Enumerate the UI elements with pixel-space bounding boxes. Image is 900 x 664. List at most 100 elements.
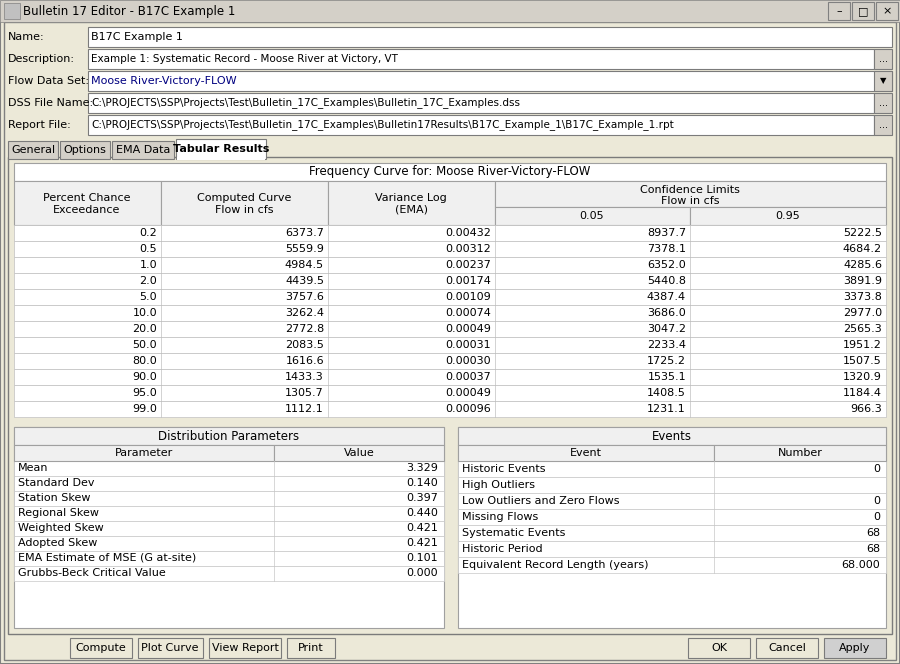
Text: –: – (836, 6, 842, 16)
Text: 1951.2: 1951.2 (843, 340, 882, 350)
Text: 4285.6: 4285.6 (843, 260, 882, 270)
Bar (138, 638, 203, 658)
Text: 0.5: 0.5 (140, 244, 157, 254)
Bar (458, 493, 886, 509)
Text: Plot Curve: Plot Curve (141, 643, 199, 653)
Bar (874, 49, 892, 69)
Text: ...: ... (878, 98, 887, 108)
Bar (14, 551, 444, 566)
Text: Equivalent Record Length (years): Equivalent Record Length (years) (462, 560, 649, 570)
Text: 1112.1: 1112.1 (285, 404, 324, 414)
Text: 1433.3: 1433.3 (285, 372, 324, 382)
Bar (14, 536, 444, 551)
Text: Historic Events: Historic Events (462, 464, 545, 474)
Bar (161, 181, 328, 225)
Text: Grubbs-Beck Critical Value: Grubbs-Beck Critical Value (18, 568, 166, 578)
Bar (14, 225, 886, 241)
Bar (14, 476, 444, 491)
Text: 3262.4: 3262.4 (285, 308, 324, 318)
Text: 1408.5: 1408.5 (647, 388, 686, 398)
Bar (14, 289, 886, 305)
Text: Parameter: Parameter (115, 448, 173, 458)
Text: □: □ (858, 6, 868, 16)
Text: ▼: ▼ (880, 76, 886, 86)
Bar (876, 2, 898, 20)
Text: Systematic Events: Systematic Events (462, 528, 565, 538)
Text: Events: Events (652, 430, 692, 442)
Text: 2565.3: 2565.3 (843, 324, 882, 334)
Bar (274, 445, 444, 461)
Text: Low Outliers and Zero Flows: Low Outliers and Zero Flows (462, 496, 619, 506)
Text: 68.000: 68.000 (842, 560, 880, 570)
Text: 1231.1: 1231.1 (647, 404, 686, 414)
Bar (14, 321, 886, 337)
Bar (874, 93, 892, 113)
Text: View Report: View Report (212, 643, 278, 653)
Text: Bulletin 17 Editor - B17C Example 1: Bulletin 17 Editor - B17C Example 1 (23, 5, 236, 17)
Bar (88, 71, 892, 91)
Text: 6352.0: 6352.0 (647, 260, 686, 270)
Text: 0.00109: 0.00109 (446, 292, 491, 302)
Bar (458, 461, 886, 477)
Text: 0.00237: 0.00237 (446, 260, 491, 270)
Text: Number: Number (778, 448, 823, 458)
Text: Flow Data Set:: Flow Data Set: (8, 76, 89, 86)
Text: Options: Options (64, 145, 106, 155)
Bar (14, 241, 886, 257)
Text: 4984.5: 4984.5 (285, 260, 324, 270)
Text: Moose River-Victory-FLOW: Moose River-Victory-FLOW (91, 76, 237, 86)
Text: 2977.0: 2977.0 (843, 308, 882, 318)
Text: 0: 0 (873, 464, 880, 474)
Bar (88, 27, 892, 47)
Bar (209, 638, 281, 658)
Bar (8, 157, 892, 634)
Bar (4, 3, 20, 19)
Text: 95.0: 95.0 (132, 388, 157, 398)
Text: 3047.2: 3047.2 (647, 324, 686, 334)
Text: Name:: Name: (8, 32, 45, 42)
Text: 0.05: 0.05 (580, 211, 604, 221)
Text: Description:: Description: (8, 54, 75, 64)
Text: 0.00049: 0.00049 (446, 388, 491, 398)
Bar (458, 525, 886, 541)
Text: ×: × (882, 6, 892, 16)
Bar (824, 638, 886, 658)
Text: 50.0: 50.0 (132, 340, 157, 350)
Text: 1616.6: 1616.6 (285, 356, 324, 366)
Text: 2233.4: 2233.4 (647, 340, 686, 350)
Bar (60, 141, 110, 159)
Text: 0: 0 (873, 496, 880, 506)
Bar (874, 71, 892, 91)
Text: Percent Chance: Percent Chance (43, 193, 130, 203)
Bar (458, 541, 886, 557)
Text: Print: Print (298, 643, 324, 653)
Text: 0.00312: 0.00312 (446, 244, 491, 254)
Text: 3891.9: 3891.9 (843, 276, 882, 286)
Text: ...: ... (878, 54, 887, 64)
Text: 1320.9: 1320.9 (843, 372, 882, 382)
Text: 80.0: 80.0 (132, 356, 157, 366)
Bar (714, 445, 886, 461)
Text: 3757.6: 3757.6 (285, 292, 324, 302)
Text: Station Skew: Station Skew (18, 493, 91, 503)
Text: B17C Example 1: B17C Example 1 (91, 32, 183, 42)
Bar (88, 49, 874, 69)
Bar (328, 181, 495, 225)
Text: 0.421: 0.421 (406, 538, 438, 548)
Bar (14, 385, 886, 401)
Text: 90.0: 90.0 (132, 372, 157, 382)
Text: 0.101: 0.101 (407, 553, 438, 563)
Text: 2083.5: 2083.5 (285, 340, 324, 350)
Bar (14, 401, 886, 417)
Text: 6373.7: 6373.7 (285, 228, 324, 238)
Bar (14, 521, 444, 536)
Text: Apply: Apply (840, 643, 870, 653)
Text: 5440.8: 5440.8 (647, 276, 686, 286)
Text: 0.95: 0.95 (776, 211, 800, 221)
Text: 3373.8: 3373.8 (843, 292, 882, 302)
Bar (14, 445, 274, 461)
Text: 3686.0: 3686.0 (647, 308, 686, 318)
Text: Confidence Limits: Confidence Limits (640, 185, 740, 195)
Bar (88, 93, 874, 113)
Text: Regional Skew: Regional Skew (18, 508, 99, 518)
